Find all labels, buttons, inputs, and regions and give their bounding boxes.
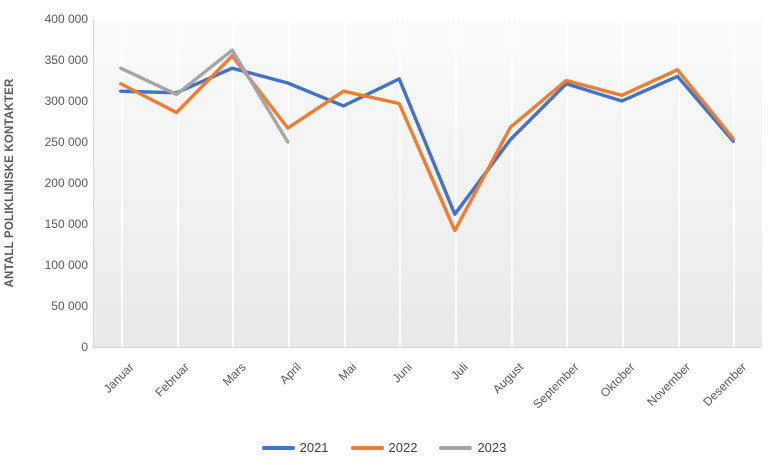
series-line-2023 [119,48,290,144]
y-tick-label: 250 000 [44,135,88,149]
legend-item-2022: 2022 [350,440,418,455]
y-tick-label: 50 000 [51,299,88,313]
vertical-gridline [120,19,123,347]
legend-item-2021: 2021 [261,440,329,455]
y-tick-label: 350 000 [44,53,88,67]
vertical-gridline [399,19,402,347]
vertical-gridline [343,19,346,347]
vertical-gridline [232,19,235,347]
y-tick-label: 400 000 [44,12,88,26]
vertical-gridline [621,19,624,347]
series-line-2022 [119,54,735,233]
vertical-gridline [287,19,290,347]
legend-item-2023: 2023 [439,440,506,455]
vertical-gridline [176,19,179,347]
legend-label: 2022 [388,440,418,455]
vertical-gridline [510,19,513,347]
legend-label: 2021 [299,440,329,455]
legend-label: 2023 [477,440,507,455]
y-tick-label: 0 [81,340,88,354]
series-line-2021 [119,66,735,216]
legend-swatch-2022 [350,445,384,450]
vertical-gridline [566,19,569,347]
y-tick-label: 100 000 [44,258,88,272]
vertical-gridline [733,19,736,347]
y-tick-label: 300 000 [44,94,88,108]
y-tick-label: 150 000 [44,217,88,231]
legend-swatch-2021 [261,445,295,450]
vertical-gridline [454,19,457,347]
legend-swatch-2023 [439,445,473,450]
chart-legend: 2021 2022 2023 [0,440,768,455]
y-tick-label: 200 000 [44,176,88,190]
vertical-gridline [677,19,680,347]
